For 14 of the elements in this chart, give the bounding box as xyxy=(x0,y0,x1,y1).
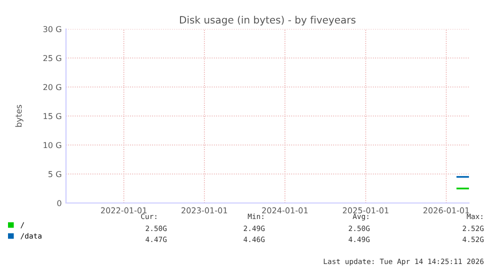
y-tick-label: 30 G xyxy=(43,26,62,32)
x-tick-label: 2023-01-01 xyxy=(182,207,228,214)
x-tick-label: 2024-01-01 xyxy=(262,207,308,214)
x-tick-label: 2025-01-01 xyxy=(342,207,388,214)
y-axis-title: bytes xyxy=(15,104,24,127)
y-tick-label: 0 xyxy=(57,200,62,206)
x-tick-label: 2022-01-01 xyxy=(101,207,146,214)
y-tick-label: 20 G xyxy=(43,84,62,90)
y-tick-label: 5 G xyxy=(48,171,62,178)
x-tick-label: 2026-01-01 xyxy=(423,207,469,214)
chart-title: Disk usage (in bytes) - by fiveyears xyxy=(180,16,356,26)
y-tick-label: 15 G xyxy=(44,113,62,120)
y-tick-label: 25 G xyxy=(43,55,62,62)
y-tick-label: 10 G xyxy=(44,142,62,148)
